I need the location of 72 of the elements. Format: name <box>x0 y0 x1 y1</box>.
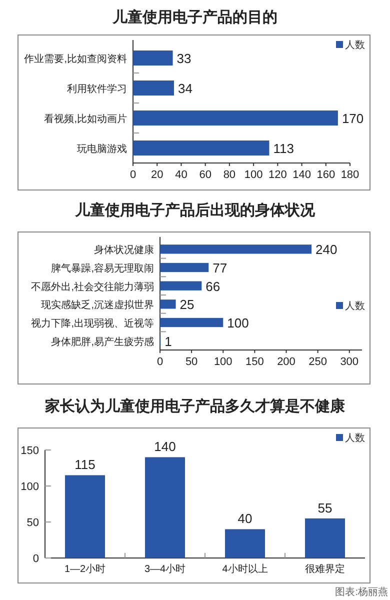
bar <box>160 300 176 309</box>
x-tick-label: 180 <box>340 169 360 181</box>
chart-title: 儿童使用电子产品的目的 <box>112 8 278 26</box>
x-tick-label: 60 <box>199 169 212 181</box>
data-label: 40 <box>238 511 252 526</box>
chart-title: 家长认为儿童使用电子产品多久才算是不健康 <box>44 397 346 415</box>
bar <box>160 281 202 290</box>
x-tick-label: 40 <box>175 169 188 181</box>
data-label: 34 <box>178 81 192 96</box>
bar <box>225 529 265 558</box>
text: 图表:杨丽燕 <box>335 586 388 598</box>
x-tick-label: 250 <box>308 356 327 368</box>
legend: 人数 <box>336 433 365 444</box>
bar <box>160 244 312 254</box>
legend-label: 人数 <box>345 301 365 312</box>
data-label: 240 <box>316 242 338 258</box>
x-tick-label: 100 <box>244 169 263 181</box>
y-tick-label: 看视频,比如动画片 <box>44 113 127 125</box>
bar <box>145 457 185 558</box>
bar <box>305 518 345 558</box>
x-tick-label: 80 <box>223 169 236 181</box>
legend-label: 人数 <box>345 433 365 444</box>
x-tick-label: 200 <box>277 356 296 368</box>
y-tick-label: 不愿外出,社会交往能力薄弱 <box>31 280 154 293</box>
x-tick-label: 100 <box>214 356 232 368</box>
legend: 人数 <box>336 40 365 51</box>
data-label: 100 <box>227 316 249 330</box>
bar <box>133 140 270 156</box>
x-tick-label: 0 <box>130 169 136 181</box>
y-tick-label: 0 <box>32 553 39 565</box>
data-label: 115 <box>74 457 96 472</box>
x-tick-label: 1—2小时 <box>64 563 106 575</box>
data-label: 170 <box>342 111 364 126</box>
x-tick-label: 160 <box>316 169 336 181</box>
y-tick-label: 现实感缺乏,沉迷虚拟世界 <box>41 299 154 312</box>
bar <box>133 50 173 66</box>
y-tick-label: 100 <box>20 481 39 493</box>
y-tick-label: 玩电脑游戏 <box>77 143 127 155</box>
x-tick-label: 3—4小时 <box>144 563 186 575</box>
bar <box>133 110 338 126</box>
data-label: 33 <box>176 51 192 66</box>
data-label: 55 <box>318 500 332 516</box>
bar <box>65 475 105 558</box>
bar <box>133 80 174 96</box>
x-tick-label: 很难界定 <box>305 563 345 575</box>
y-tick-label: 利用软件学习 <box>67 83 127 95</box>
y-tick-label: 脾气暴躁,容易无理取闹 <box>51 262 154 274</box>
x-tick-label: 50 <box>185 356 198 368</box>
x-tick-label: 120 <box>268 169 287 181</box>
data-label: 25 <box>180 297 194 312</box>
data-label: 113 <box>273 141 294 156</box>
chart-title: 儿童使用电子产品后出现的身体状况 <box>74 201 316 219</box>
data-label: 1 <box>164 334 172 349</box>
x-tick-label: 300 <box>340 356 359 368</box>
x-tick-label: 4小时以上 <box>222 563 268 575</box>
bar <box>160 262 209 272</box>
y-tick-label: 视力下降,出现弱视、近视等 <box>31 318 154 330</box>
y-tick-label: 身体状况健康 <box>94 244 154 256</box>
legend: 人数 <box>336 301 365 312</box>
y-tick-label: 50 <box>26 517 39 529</box>
legend-label: 人数 <box>345 40 365 51</box>
data-label: 77 <box>212 260 228 276</box>
x-tick-label: 0 <box>156 356 164 368</box>
x-tick-label: 140 <box>292 169 311 181</box>
data-label: 66 <box>206 278 220 294</box>
x-tick-label: 20 <box>150 169 164 181</box>
y-tick-label: 身体肥胖,易产生疲劳感 <box>51 336 154 348</box>
y-tick-label: 作业需要,比如查阅资料 <box>23 53 127 65</box>
bar <box>160 318 224 328</box>
y-tick-label: 150 <box>20 445 39 457</box>
x-tick-label: 150 <box>246 356 264 368</box>
data-label: 140 <box>154 439 176 454</box>
